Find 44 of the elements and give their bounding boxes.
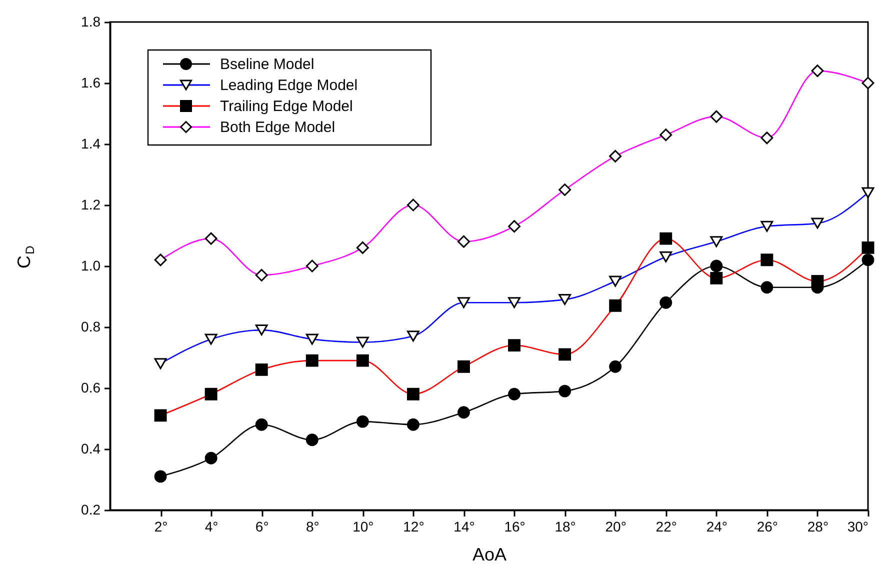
x-tick-label: 16°	[504, 518, 526, 534]
x-tick-label: 24°	[706, 518, 728, 534]
point	[660, 296, 672, 309]
point	[710, 260, 723, 272]
x-tick-label: 18°	[554, 518, 576, 534]
x-tick-label: 6°	[255, 518, 269, 534]
point	[204, 452, 218, 464]
x-tick-label: 22°	[656, 518, 677, 534]
point	[255, 418, 268, 431]
x-axis-title: AoA	[472, 544, 507, 564]
x-tick-label: 20°	[605, 518, 626, 534]
x-tick-label: 2°	[154, 518, 168, 534]
legend-label: Trailing Edge Model	[220, 98, 353, 115]
x-tick-label: 12°	[403, 518, 424, 534]
x-tick-label: 10°	[352, 518, 374, 534]
y-tick-label: 1.0	[81, 258, 101, 274]
x-tick-label: 26°	[756, 518, 778, 534]
point	[862, 254, 874, 266]
point	[154, 470, 167, 483]
point	[508, 388, 520, 400]
legend-label: Bseline Model	[220, 56, 314, 73]
point	[306, 434, 318, 446]
y-tick-label: 0.4	[81, 440, 101, 456]
legend-label: Leading Edge Model	[220, 77, 358, 94]
y-tick-label: 1.8	[81, 14, 101, 30]
y-tick-label: 0.6	[81, 380, 101, 396]
y-axis-title: CD	[14, 245, 37, 268]
x-tick-label: 14°	[454, 518, 475, 534]
y-tick-label: 0.8	[81, 318, 101, 334]
point	[356, 415, 369, 428]
y-tick-label: 1.6	[81, 74, 101, 90]
x-tick-label: 8°	[306, 518, 320, 534]
y-tick-label: 1.4	[81, 136, 101, 152]
point	[760, 281, 774, 294]
y-tick-label: 1.2	[81, 196, 101, 212]
point	[406, 418, 420, 431]
point	[458, 406, 470, 419]
legend-label: Both Edge Model	[220, 119, 336, 136]
point	[558, 384, 572, 398]
point	[609, 360, 622, 373]
y-tick-label: 0.2	[81, 502, 101, 518]
x-tick-label: 28°	[807, 518, 829, 534]
x-tick-label: 30°	[847, 518, 868, 534]
x-tick-label: 4°	[204, 518, 218, 534]
